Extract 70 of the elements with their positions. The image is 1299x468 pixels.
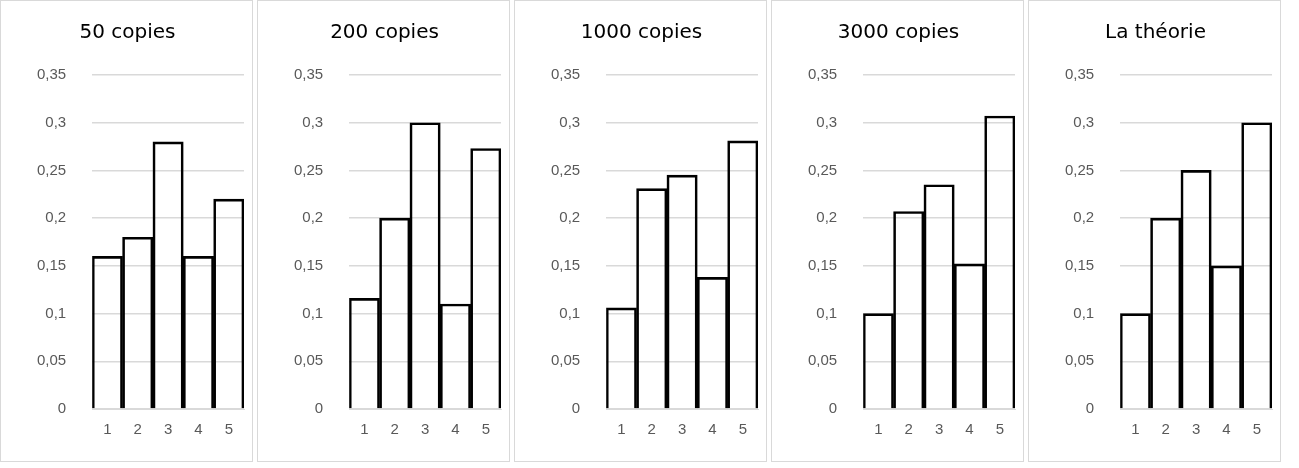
- x-tick-label: 2: [904, 420, 913, 438]
- y-tick-label: 0,25: [550, 160, 581, 178]
- y-tick-label: 0,35: [293, 65, 324, 83]
- y-tick-label: 0: [571, 399, 581, 417]
- x-tick-label: 3: [420, 420, 430, 438]
- y-tick-label: 0,35: [1064, 65, 1095, 83]
- y-tick-label: 0,15: [293, 256, 324, 273]
- y-tick-label: 0,2: [302, 208, 324, 226]
- y-tick-label: 0: [314, 399, 324, 417]
- x-tick-label: 3: [677, 420, 687, 438]
- y-tick-label: 0,2: [45, 208, 67, 226]
- y-tick-label: 0,05: [293, 351, 324, 369]
- y-tick-label: 0,15: [36, 256, 67, 273]
- y-tick-label: 0,3: [1073, 112, 1095, 130]
- x-tick-label: 4: [965, 420, 974, 438]
- chart-title: 1000 copies: [580, 19, 703, 44]
- y-tick-label: 0,2: [559, 208, 581, 226]
- y-tick-label: 0,05: [807, 351, 838, 369]
- y-tick-label: 0,25: [293, 160, 324, 178]
- x-tick-label: 4: [1222, 420, 1231, 438]
- y-tick-label: 0,3: [559, 112, 581, 130]
- y-tick-label: 0,3: [302, 112, 324, 130]
- y-tick-label: 0,15: [550, 256, 581, 273]
- y-tick-label: 0: [828, 399, 838, 417]
- x-tick-label: 1: [103, 420, 112, 438]
- y-tick-label: 0,3: [45, 112, 67, 130]
- y-tick-label: 0,1: [816, 303, 838, 321]
- y-tick-label: 0: [57, 399, 67, 417]
- x-tick-label: 5: [224, 420, 233, 438]
- x-tick-label: 4: [708, 420, 717, 438]
- y-tick-label: 0: [1085, 399, 1095, 417]
- y-tick-label: 0,05: [1064, 351, 1095, 369]
- x-tick-label: 2: [390, 420, 399, 438]
- x-tick-label: 1: [874, 420, 883, 438]
- y-tick-label: 0,35: [807, 65, 838, 83]
- x-tick-label: 3: [163, 420, 173, 438]
- y-tick-label: 0,2: [816, 208, 838, 226]
- y-tick-label: 0,05: [550, 351, 581, 369]
- y-tick-label: 0,3: [816, 112, 838, 130]
- y-tick-label: 0,2: [1073, 208, 1095, 226]
- y-tick-label: 0,15: [807, 256, 838, 273]
- y-tick-label: 0,1: [302, 303, 324, 321]
- x-tick-label: 5: [738, 420, 747, 438]
- chart-title: 50 copies: [79, 19, 176, 44]
- y-tick-label: 0,1: [45, 303, 67, 321]
- x-tick-label: 3: [934, 420, 944, 438]
- y-tick-label: 0,35: [550, 65, 581, 83]
- x-tick-label: 3: [1191, 420, 1201, 438]
- x-tick-label: 4: [194, 420, 203, 438]
- y-tick-label: 0,1: [559, 303, 581, 321]
- chart-title: 3000 copies: [837, 19, 960, 44]
- x-tick-label: 4: [451, 420, 460, 438]
- chart-title: La théorie: [1105, 19, 1206, 44]
- y-tick-label: 0,25: [807, 160, 838, 178]
- x-tick-label: 5: [481, 420, 490, 438]
- y-tick-label: 0,15: [1064, 256, 1095, 273]
- x-tick-label: 1: [360, 420, 369, 438]
- x-tick-label: 2: [133, 420, 142, 438]
- y-tick-label: 0,25: [1064, 160, 1095, 178]
- y-tick-label: 0,25: [36, 160, 67, 178]
- y-tick-label: 0,05: [36, 351, 67, 369]
- x-tick-label: 1: [1131, 420, 1140, 438]
- y-tick-label: 0,1: [1073, 303, 1095, 321]
- x-tick-label: 1: [617, 420, 626, 438]
- x-tick-label: 2: [647, 420, 656, 438]
- chart-title: 200 copies: [330, 19, 439, 44]
- x-tick-label: 5: [995, 420, 1004, 438]
- x-tick-label: 2: [1161, 420, 1170, 438]
- x-tick-label: 5: [1252, 420, 1261, 438]
- y-tick-label: 0,35: [36, 65, 67, 83]
